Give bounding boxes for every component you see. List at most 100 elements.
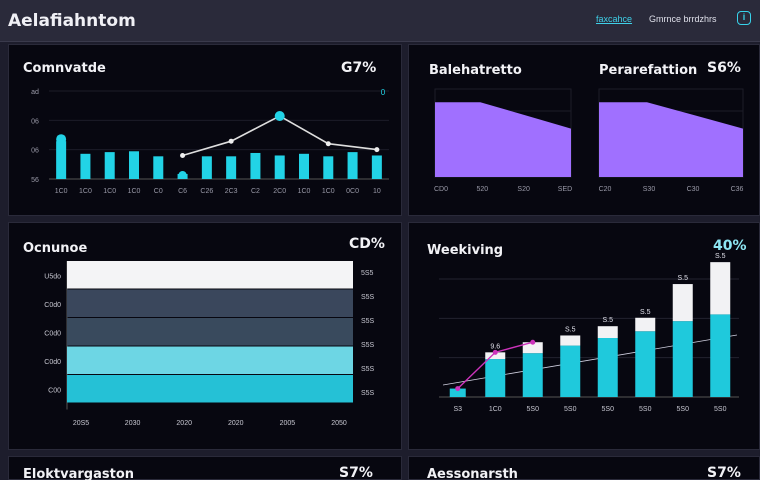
stacked-bar-chart: S3 9.6 1C0 5S0 S.5 5S0 S.5 5S0 S.5 5S0 S.5 5S0 S.5 5S… bbox=[439, 253, 739, 413]
x-tick-label: 2030 bbox=[125, 420, 141, 427]
bar bbox=[560, 345, 581, 397]
panel-title: Ocnunoe bbox=[23, 241, 88, 256]
y-tick-label: 06 bbox=[31, 118, 39, 125]
bar bbox=[226, 156, 237, 179]
x-tick-label: 0C0 bbox=[346, 188, 359, 195]
area-charts: CD0 520 S20 SED C20 S30 C30 C36 bbox=[434, 88, 744, 193]
y-tick-label: 06 bbox=[31, 148, 39, 155]
bar-top-segment bbox=[485, 352, 506, 360]
x-tick-label: 1C0 bbox=[322, 188, 335, 195]
bar bbox=[129, 151, 139, 179]
panel-metric: 40% bbox=[713, 238, 747, 254]
x-tick-label: 2050 bbox=[331, 420, 347, 427]
x-tick-label: 2020 bbox=[176, 420, 192, 427]
x-tick-label: 5S0 bbox=[527, 406, 540, 413]
panel-title: Weekiving bbox=[427, 243, 504, 258]
data-label: S.5 bbox=[602, 317, 613, 324]
right-axis-label: S5S bbox=[361, 318, 375, 325]
x-tick-label: C2 bbox=[251, 188, 260, 195]
area-fill bbox=[435, 102, 571, 177]
x-tick-label: C26 bbox=[200, 188, 213, 195]
data-label: S.5 bbox=[565, 326, 576, 333]
band-chart: U5do C0d0 C0d0 C0d0 C00 5S5 S5S S5S S5S S5S S5S 20S… bbox=[44, 261, 375, 427]
x-tick-label: 1C0 bbox=[55, 188, 68, 195]
band bbox=[67, 346, 353, 374]
x-tick-label: 20S5 bbox=[73, 420, 89, 427]
line-point bbox=[325, 141, 331, 147]
bar-top-segment bbox=[560, 335, 581, 346]
bar bbox=[347, 152, 358, 179]
panel-weekly: Weekiving 40% S3 9.6 1C0 5S0 S.5 5S0 S.5 5S0 S.5… bbox=[408, 222, 760, 450]
panel-title: Perarefattion bbox=[599, 63, 698, 78]
bar bbox=[323, 156, 334, 179]
panel-title: Balehatretto bbox=[429, 63, 522, 78]
right-axis-label: S5S bbox=[361, 342, 375, 349]
right-axis-label: S5S bbox=[361, 294, 375, 301]
bar bbox=[449, 388, 466, 397]
bar bbox=[153, 156, 164, 179]
highlight-point bbox=[274, 111, 285, 121]
x-tick-label: 2C3 bbox=[225, 188, 238, 195]
x-tick-label: 5S0 bbox=[639, 406, 652, 413]
panel-conversions: Comnvatde G7% ad 06 06 56 1C0 1C0 1C0 1C0 C0 C6 C2… bbox=[8, 44, 402, 216]
panel-metric: CD% bbox=[349, 236, 385, 252]
line-point bbox=[228, 138, 234, 144]
x-tick-label: C30 bbox=[687, 186, 700, 193]
bar bbox=[522, 353, 543, 397]
panel-title: Aessonarsth bbox=[427, 467, 518, 480]
bar bbox=[635, 331, 656, 397]
corner-marker: 0 bbox=[381, 88, 386, 97]
data-label: S.5 bbox=[677, 275, 688, 282]
right-axis-label: 5S5 bbox=[361, 270, 374, 277]
x-tick-label: C36 bbox=[731, 186, 744, 193]
x-tick-label: C6 bbox=[178, 188, 187, 195]
panel-bottom-right: Aessonarsth S7% bbox=[408, 456, 760, 480]
top-nav-link[interactable]: faxcahce bbox=[596, 14, 633, 24]
band bbox=[67, 261, 353, 289]
x-tick-label: 2C0 bbox=[273, 188, 286, 195]
bar-top-segment bbox=[672, 284, 693, 322]
band bbox=[67, 289, 353, 317]
x-tick-label: 1C0 bbox=[79, 188, 92, 195]
right-axis-label: S5S bbox=[361, 390, 375, 397]
x-tick-label: 1C0 bbox=[103, 188, 116, 195]
x-tick-label: CD0 bbox=[434, 186, 448, 193]
info-icon[interactable]: i bbox=[737, 11, 751, 25]
app-title: Aelafiahntom bbox=[8, 11, 136, 31]
x-tick-label: 5S0 bbox=[677, 406, 690, 413]
band bbox=[67, 318, 353, 346]
x-tick-label: 10 bbox=[373, 188, 381, 195]
x-tick-label: C20 bbox=[599, 186, 612, 193]
x-tick-label: SED bbox=[558, 186, 572, 193]
x-tick-label: 2020 bbox=[228, 420, 244, 427]
panel-balance: Balehatretto Perarefattion S6% CD0 520 S20… bbox=[408, 44, 760, 216]
x-tick-label: 520 bbox=[476, 186, 488, 193]
band bbox=[67, 375, 353, 403]
bar bbox=[201, 156, 212, 179]
bar bbox=[250, 152, 261, 179]
panel-bottom-left: Eloktvargaston S7% bbox=[8, 456, 402, 480]
x-tick-label: 1C0 bbox=[128, 188, 141, 195]
bar bbox=[371, 155, 382, 179]
bar-top-segment bbox=[597, 326, 618, 338]
highlight-point bbox=[56, 134, 67, 145]
bar bbox=[485, 359, 506, 397]
x-tick-label: 1C0 bbox=[489, 406, 502, 413]
panel-metric: S7% bbox=[707, 465, 741, 480]
line-point bbox=[492, 349, 498, 355]
bar-top-segment bbox=[522, 342, 543, 354]
band-label: C0d0 bbox=[44, 359, 61, 366]
y-tick-label: 56 bbox=[31, 177, 39, 184]
bar-top-segment bbox=[710, 262, 731, 315]
line-point bbox=[530, 339, 536, 345]
data-label: S.5 bbox=[715, 253, 726, 260]
line-point bbox=[455, 386, 461, 392]
bar bbox=[710, 314, 731, 397]
right-axis-label: S5S bbox=[361, 366, 375, 373]
x-tick-label: S3 bbox=[453, 406, 462, 413]
user-menu[interactable]: Gmrnce brrdzhrs bbox=[649, 14, 717, 24]
x-tick-label: 5S0 bbox=[714, 406, 727, 413]
data-label: S.5 bbox=[640, 309, 651, 316]
bar bbox=[104, 152, 115, 179]
x-tick-label: 5S0 bbox=[602, 406, 615, 413]
